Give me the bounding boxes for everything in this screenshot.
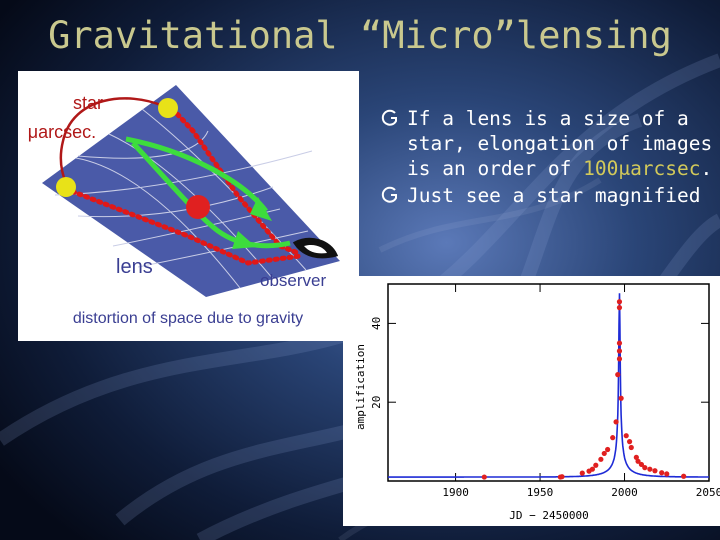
data-point xyxy=(628,444,634,451)
model-curve xyxy=(388,293,709,478)
observer-label: observer xyxy=(260,271,326,290)
lens-mass xyxy=(186,195,210,219)
plot-frame xyxy=(387,283,710,482)
data-point xyxy=(601,450,607,457)
x-tick-label: 1900 xyxy=(442,486,469,499)
data-point xyxy=(652,468,658,474)
g-bullet-icon xyxy=(381,186,397,203)
x-tick-label: 2050 xyxy=(696,486,720,499)
data-point xyxy=(481,474,487,480)
data-point xyxy=(579,470,585,476)
star-link-line xyxy=(59,97,164,184)
data-point xyxy=(664,471,670,477)
data-point xyxy=(681,473,687,479)
data-point xyxy=(616,356,623,362)
data-point xyxy=(626,439,633,445)
data-point xyxy=(616,299,623,305)
bullet-text: If a lens is a size of a star, elongatio… xyxy=(407,107,713,180)
bullet-highlight: 100μarcsec xyxy=(583,157,701,180)
bullet-item: If a lens is a size of a star, elongatio… xyxy=(381,106,720,181)
light-curve-chart: 1900 1950 2000 2050 20 40 amplification JD − … xyxy=(343,276,720,526)
bent-light-ray-lower xyxy=(131,141,291,249)
bullet-text-end: . xyxy=(700,157,713,180)
lens-label: lens xyxy=(116,256,153,278)
ray-arrowhead xyxy=(250,197,272,221)
bullet-item: Just see a star magnified xyxy=(381,183,720,208)
y-tick-label: 40 xyxy=(370,317,383,330)
chart-background xyxy=(343,276,720,526)
data-point xyxy=(610,435,616,441)
data-point xyxy=(593,462,599,468)
y-tick-label: 20 xyxy=(370,396,383,409)
observer-eye-icon xyxy=(292,238,339,259)
star-image-upper xyxy=(158,98,178,118)
data-point xyxy=(616,305,623,311)
data-point xyxy=(616,340,623,346)
bullet-text: Just see a star magnified xyxy=(407,184,701,207)
diagram-caption: distortion of space due to gravity xyxy=(73,310,303,327)
slide-title: Gravitational “Micro”lensing xyxy=(48,14,672,57)
data-point xyxy=(559,474,565,480)
data-point xyxy=(616,348,623,354)
y-axis-label: amplification xyxy=(354,344,367,430)
plot-area: 1900 1950 2000 2050 20 40 xyxy=(370,283,720,499)
data-point xyxy=(633,454,639,460)
data-point xyxy=(615,372,621,378)
data-point xyxy=(605,446,611,453)
data-point xyxy=(623,433,629,439)
light-ray-dotted-upper xyxy=(165,101,301,256)
data-point xyxy=(598,456,604,462)
arcsec-label: μarcsec. xyxy=(28,122,96,142)
data-point xyxy=(638,461,645,468)
data-point xyxy=(647,466,653,472)
data-point xyxy=(618,395,624,401)
star-label: star xyxy=(73,93,103,113)
x-axis-label: JD − 2450000 xyxy=(509,509,588,522)
data-point xyxy=(613,419,619,425)
x-tick-label: 2000 xyxy=(611,486,638,499)
data-point xyxy=(642,465,648,471)
ray-arrowhead xyxy=(232,231,256,249)
light-ray-dotted-lower xyxy=(63,186,303,266)
x-tick-label: 1950 xyxy=(527,486,554,499)
bullet-list: If a lens is a size of a star, elongatio… xyxy=(381,106,720,210)
data-point xyxy=(589,466,596,472)
star-image-lower xyxy=(56,177,76,197)
g-bullet-icon xyxy=(381,109,397,126)
lensing-diagram: star μarcsec. lens observer distortion o… xyxy=(18,71,359,341)
data-point xyxy=(635,458,641,464)
data-point xyxy=(659,470,665,476)
